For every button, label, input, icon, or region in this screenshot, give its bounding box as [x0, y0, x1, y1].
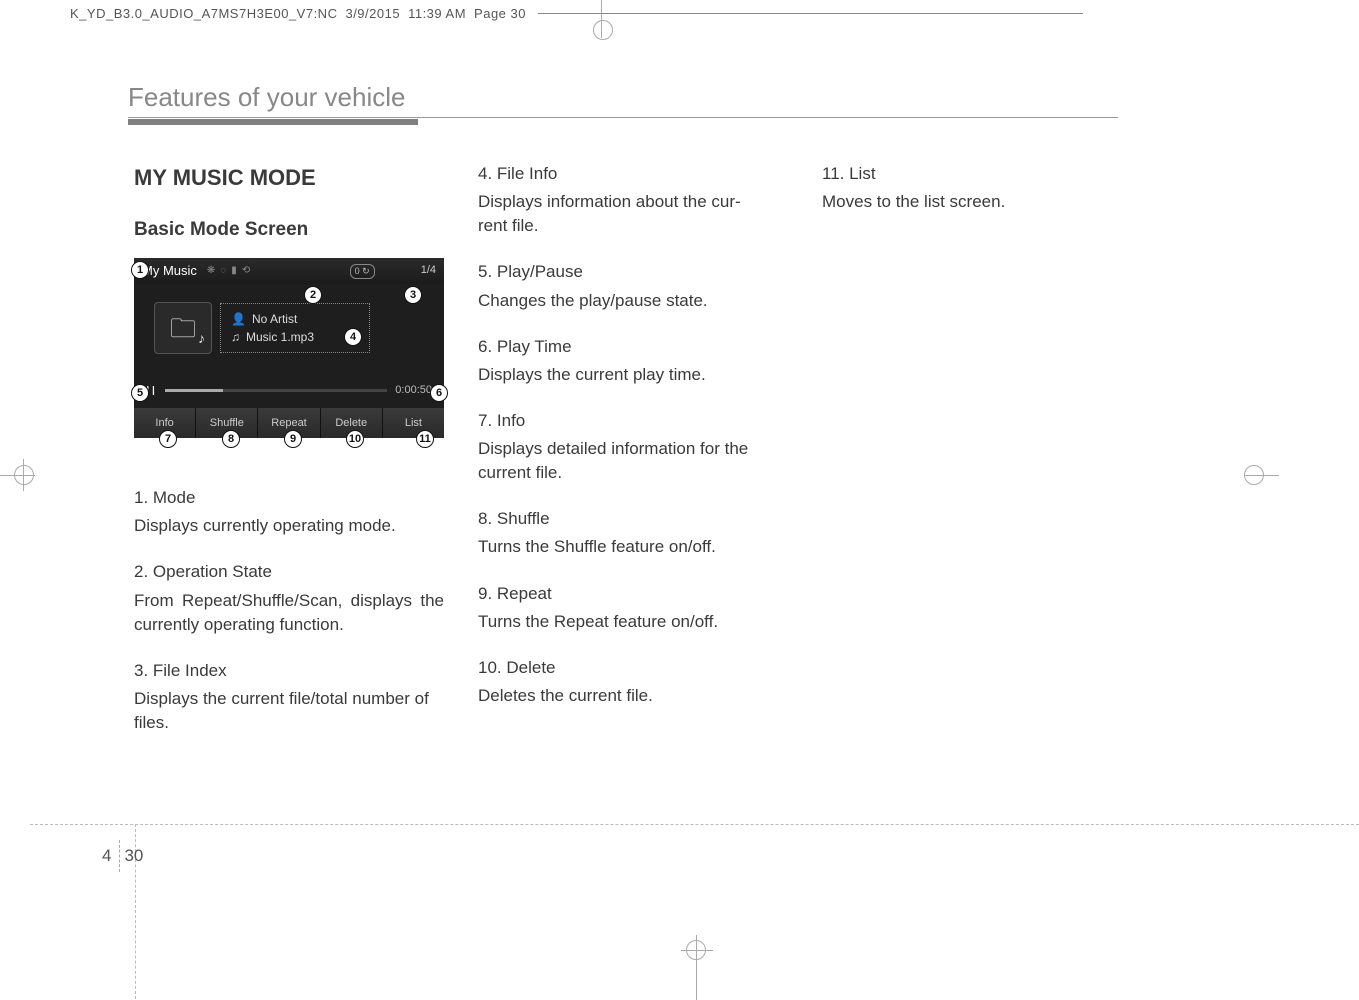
item-4-title: 4. File Info [478, 162, 788, 186]
callout-8: 8 [222, 430, 240, 448]
music-screenshot: My Music ❋◌▮⟲ 0 ↻ 1/4 🗀 ♪ 👤 No Artist ♫ Mu… [134, 258, 444, 438]
heading-sub: Basic Mode Screen [134, 217, 444, 244]
item-2-title: 2. Operation State [134, 560, 444, 584]
chapter-number: 4 [102, 840, 120, 872]
callout-9: 9 [284, 430, 302, 448]
print-time: 11:39 AM [408, 6, 466, 21]
item-6-title: 6. Play Time [478, 335, 788, 359]
callout-11: 11 [416, 430, 434, 448]
screen-mode: My Music [142, 262, 197, 280]
artist-label: No Artist [252, 310, 297, 328]
print-mark: K_YD_B3.0_AUDIO_A7MS7H3E00_V7:NC 3/9/201… [70, 6, 1083, 21]
item-5-title: 5. Play/Pause [478, 260, 788, 284]
item-11-desc: Moves to the list screen. [822, 190, 1132, 214]
section-header: Features of your vehicle [128, 82, 1118, 125]
item-3-desc: Displays the current file/total number o… [134, 687, 444, 735]
section-title: Features of your vehicle [128, 82, 1118, 117]
item-3-title: 3. File Index [134, 659, 444, 683]
music-note-icon: ♪ [198, 329, 205, 349]
item-2-desc: From Repeat/Shuffle/Scan, displays the c… [134, 589, 444, 637]
op-state-icons: 0 ↻ [350, 264, 375, 279]
crop-mark-right [1244, 465, 1279, 485]
page-number-value: 30 [124, 846, 143, 866]
item-9-title: 9. Repeat [478, 582, 788, 606]
item-7-desc: Displays detailed information for the cu… [478, 437, 788, 485]
item-6-desc: Displays the current play time. [478, 363, 788, 387]
btn-list: List [383, 408, 444, 438]
item-1-title: 1. Mode [134, 486, 444, 510]
callout-6: 6 [430, 384, 448, 402]
callout-3: 3 [404, 286, 422, 304]
print-docname: K_YD_B3.0_AUDIO_A7MS7H3E00_V7:NC [70, 6, 337, 21]
file-info-box: 👤 No Artist ♫ Music 1.mp3 [220, 303, 370, 353]
item-8-title: 8. Shuffle [478, 507, 788, 531]
file-index: 1/4 [421, 263, 436, 279]
item-11-title: 11. List [822, 162, 1132, 186]
column-3: 11. List Moves to the list screen. [822, 162, 1132, 757]
callout-10: 10 [346, 430, 364, 448]
file-label: Music 1.mp3 [246, 328, 314, 346]
item-9-desc: Turns the Repeat feature on/off. [478, 610, 788, 634]
callout-7: 7 [159, 430, 177, 448]
fold-line-horizontal [30, 824, 1359, 825]
item-4-desc: Displays information about the cur- [478, 192, 741, 211]
item-8-desc: Turns the Shuffle feature on/off. [478, 535, 788, 559]
note-icon: ♫ [231, 328, 240, 346]
item-7-title: 7. Info [478, 409, 788, 433]
progress-bar [165, 389, 387, 392]
status-icons: ❋◌▮⟲ [207, 264, 250, 278]
item-1-desc: Displays currently operating mode. [134, 514, 444, 538]
column-2: 4. File Info Displays information about … [478, 162, 788, 757]
item-10-title: 10. Delete [478, 656, 788, 680]
item-5-desc: Changes the play/pause state. [478, 289, 788, 313]
heading-main: MY MUSIC MODE [134, 162, 444, 193]
crop-mark-left [0, 465, 35, 485]
print-page: Page 30 [474, 6, 526, 21]
column-1: MY MUSIC MODE Basic Mode Screen My Music… [134, 162, 444, 757]
item-4-desc2: rent file. [478, 216, 538, 235]
person-icon: 👤 [231, 310, 246, 328]
page-number: 4 30 [102, 840, 143, 872]
folder-icon: 🗀 ♪ [154, 302, 212, 354]
print-date: 3/9/2015 [345, 6, 400, 21]
item-10-desc: Deletes the current file. [478, 684, 788, 708]
crop-mark-bottom [686, 940, 706, 990]
play-time: 0:00:50 [395, 383, 432, 399]
